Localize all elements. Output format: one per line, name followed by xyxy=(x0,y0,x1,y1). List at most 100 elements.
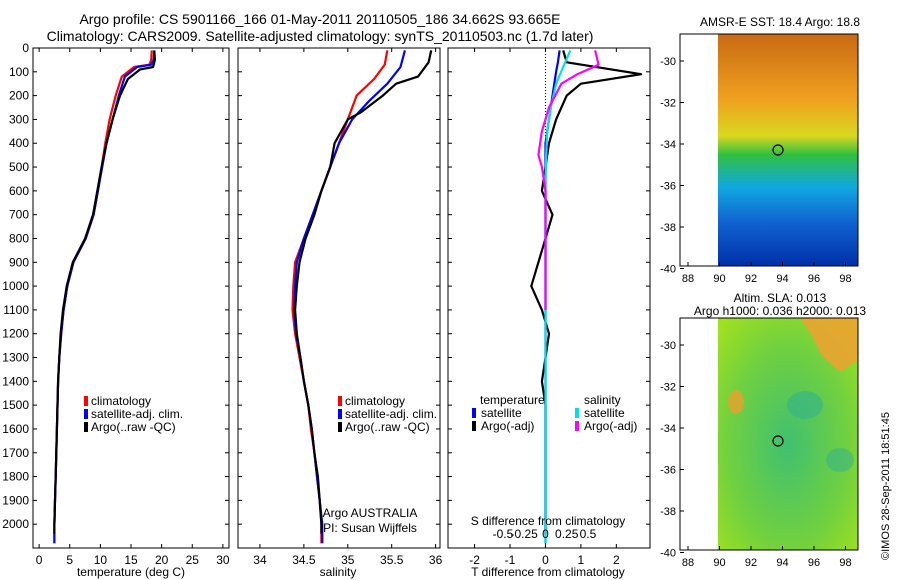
x-tick-label: 2 xyxy=(613,553,620,567)
difference-axes-box xyxy=(447,47,651,549)
y-tick-label: 1100 xyxy=(3,303,29,317)
map-x-tick-label: 96 xyxy=(808,273,820,285)
y-tick-label: 1800 xyxy=(2,470,29,484)
y-tick-label: 900 xyxy=(9,255,29,269)
difference-panel: -2 -1 0 1 2 T difference from climatology S … xyxy=(447,47,651,579)
map-y-tick-label: -36 xyxy=(660,465,676,477)
x-tick-label: 25 xyxy=(186,553,200,567)
legend-title-temperature: temperature xyxy=(480,393,545,407)
x-tick-label: 35.5 xyxy=(380,553,404,567)
y-tick-label: 1700 xyxy=(2,446,29,460)
map-x-tick-label: 94 xyxy=(776,557,788,569)
y-tick-label: 1500 xyxy=(2,398,29,412)
legend-label-sal-argo: Argo(-adj) xyxy=(584,419,637,433)
y-tick-label: 300 xyxy=(9,112,29,126)
series-line-satellite-adj-clim- xyxy=(53,50,156,544)
y-tick-label: 400 xyxy=(9,136,29,150)
map-y-tick-label: -32 xyxy=(660,98,676,110)
x-tick-label: 35 xyxy=(341,553,355,567)
legend-swatch-satellite xyxy=(84,409,88,419)
sla-high-anomaly xyxy=(800,318,858,372)
legend-swatch-climatology xyxy=(84,396,88,406)
sla-map: 88 90 92 94 96 98 -30 -32 -34 -36 -38 -40 xyxy=(660,317,859,569)
series-line-salinity-satellite xyxy=(544,49,572,544)
x-tick-label: 30 xyxy=(216,553,230,567)
y-tick-label: 1600 xyxy=(2,422,29,436)
salinity-legend: climatology satellite-adj. clim. Argo(..… xyxy=(338,394,437,434)
series-line-climatology xyxy=(53,50,153,544)
map-x-tick-label: 90 xyxy=(713,273,725,285)
legend-title-salinity: salinity xyxy=(584,393,621,407)
map-y-tick-label: -32 xyxy=(660,382,676,394)
legend-label-temp-satellite: satellite xyxy=(481,406,522,420)
series-line-argo-raw-qc- xyxy=(294,50,433,534)
sla-negative-patch xyxy=(826,448,854,472)
legend-swatch-argo xyxy=(338,422,342,432)
y-tick-label: 1400 xyxy=(2,374,29,388)
map-y-tick-label: -30 xyxy=(660,340,676,352)
sla-map-title-line2: Argo h1000: 0.036 h2000: 0.013 xyxy=(693,304,867,318)
difference-top-label: S difference from climatology xyxy=(471,514,626,528)
legend-swatch-satellite xyxy=(338,409,342,419)
x-tick-label: 36 xyxy=(429,553,443,567)
temperature-panel: 0100200300400500600700800900100011001200… xyxy=(2,41,230,579)
map-y-tick-label: -40 xyxy=(660,264,676,276)
map-x-tick-label: 98 xyxy=(839,557,851,569)
y-tick-label: 200 xyxy=(9,89,29,103)
legend-swatch-argo xyxy=(84,422,88,432)
legend-label-satellite: satellite-adj. clim. xyxy=(345,407,437,421)
sst-argo-location-marker xyxy=(772,144,784,156)
legend-swatch-temp-satellite xyxy=(472,408,476,418)
legend-swatch-climatology xyxy=(338,396,342,406)
series-line-salinity-argo-adj- xyxy=(537,50,600,310)
series-line-satellite-adj-clim- xyxy=(293,50,406,544)
plot-title-line1: Argo profile: CS 5901166_166 01-May-2011… xyxy=(79,11,561,27)
legend-label-satellite: satellite-adj. clim. xyxy=(91,407,183,421)
y-tick-label: 500 xyxy=(9,160,29,174)
top-x-tick-label: 0.5 xyxy=(580,527,597,541)
x-tick-label: 0 xyxy=(542,553,549,567)
map-y-tick-label: -38 xyxy=(660,506,676,518)
sst-heatmap xyxy=(718,34,858,266)
argo-float-owner: Argo AUSTRALIA xyxy=(323,506,418,520)
map-x-tick-label: 92 xyxy=(745,557,757,569)
salinity-xlabel: salinity xyxy=(320,565,357,579)
x-tick-label: 10 xyxy=(94,553,108,567)
map-y-tick-label: -34 xyxy=(660,139,676,151)
difference-legend: temperature salinity satellite Argo(-adj… xyxy=(472,393,637,433)
difference-xlabel: T difference from climatology xyxy=(471,565,625,579)
sst-axes-box xyxy=(679,33,859,267)
y-tick-label: 100 xyxy=(9,65,29,79)
map-y-tick-label: -30 xyxy=(660,56,676,68)
x-tick-label: -1 xyxy=(505,553,516,567)
map-x-tick-label: 92 xyxy=(745,273,757,285)
sla-positive-patch xyxy=(728,390,744,414)
y-tick-label: 600 xyxy=(9,184,29,198)
temperature-xlabel: temperature (deg C) xyxy=(77,565,185,579)
legend-label-climatology: climatology xyxy=(345,394,405,408)
y-tick-label: 700 xyxy=(9,208,29,222)
y-tick-label: 2000 xyxy=(2,517,29,531)
plot-title-line2: Climatology: CARS2009. Satellite-adjuste… xyxy=(46,28,594,44)
sla-negative-patch xyxy=(787,391,823,419)
legend-label-climatology: climatology xyxy=(91,394,151,408)
x-tick-label: 1 xyxy=(578,553,585,567)
legend-label-temp-argo: Argo(-adj) xyxy=(481,419,534,433)
sla-argo-location-marker xyxy=(772,435,784,447)
top-x-tick-label: 0.25 xyxy=(555,527,579,541)
legend-label-sal-satellite: satellite xyxy=(584,406,625,420)
legend-swatch-sal-argo xyxy=(575,421,579,431)
x-tick-label: 5 xyxy=(66,553,73,567)
salinity-axes-box xyxy=(237,47,441,549)
series-line-climatology xyxy=(291,50,389,544)
legend-swatch-temp-argo xyxy=(472,421,476,431)
map-x-tick-label: 98 xyxy=(839,273,851,285)
legend-label-argo: Argo(..raw -QC) xyxy=(345,420,430,434)
salinity-panel: 34 34.5 35 35.5 36 salinity climatology sate… xyxy=(237,47,443,579)
y-tick-label: 1200 xyxy=(2,327,29,341)
x-tick-label: -2 xyxy=(469,553,480,567)
sla-axes-box xyxy=(679,317,859,551)
x-tick-label: 15 xyxy=(124,553,138,567)
y-tick-label: 0 xyxy=(22,41,29,55)
argo-pi-name: PI: Susan Wijffels xyxy=(323,521,417,535)
